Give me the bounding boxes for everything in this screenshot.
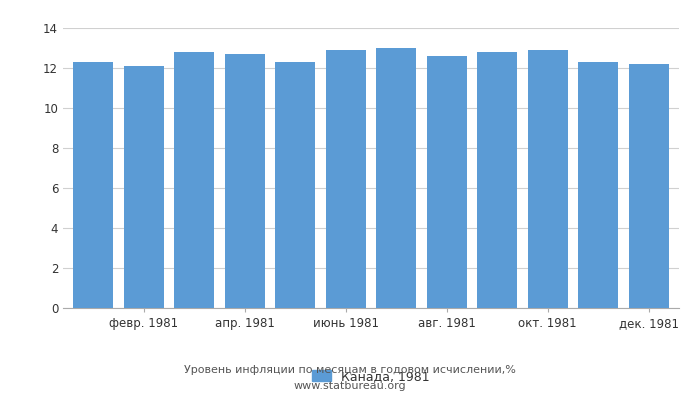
- Bar: [578, 62, 618, 308]
- Bar: [528, 50, 568, 308]
- Bar: [426, 56, 467, 308]
- Bar: [174, 52, 214, 308]
- Bar: [376, 48, 416, 308]
- Text: Уровень инфляции по месяцам в годовом исчислении,%: Уровень инфляции по месяцам в годовом ис…: [184, 365, 516, 375]
- Bar: [275, 62, 316, 308]
- Bar: [124, 66, 164, 308]
- Bar: [73, 62, 113, 308]
- Bar: [629, 64, 669, 308]
- Bar: [477, 52, 517, 308]
- Bar: [326, 50, 366, 308]
- Bar: [225, 54, 265, 308]
- Legend: Канада, 1981: Канада, 1981: [307, 365, 435, 388]
- Text: www.statbureau.org: www.statbureau.org: [294, 381, 406, 391]
